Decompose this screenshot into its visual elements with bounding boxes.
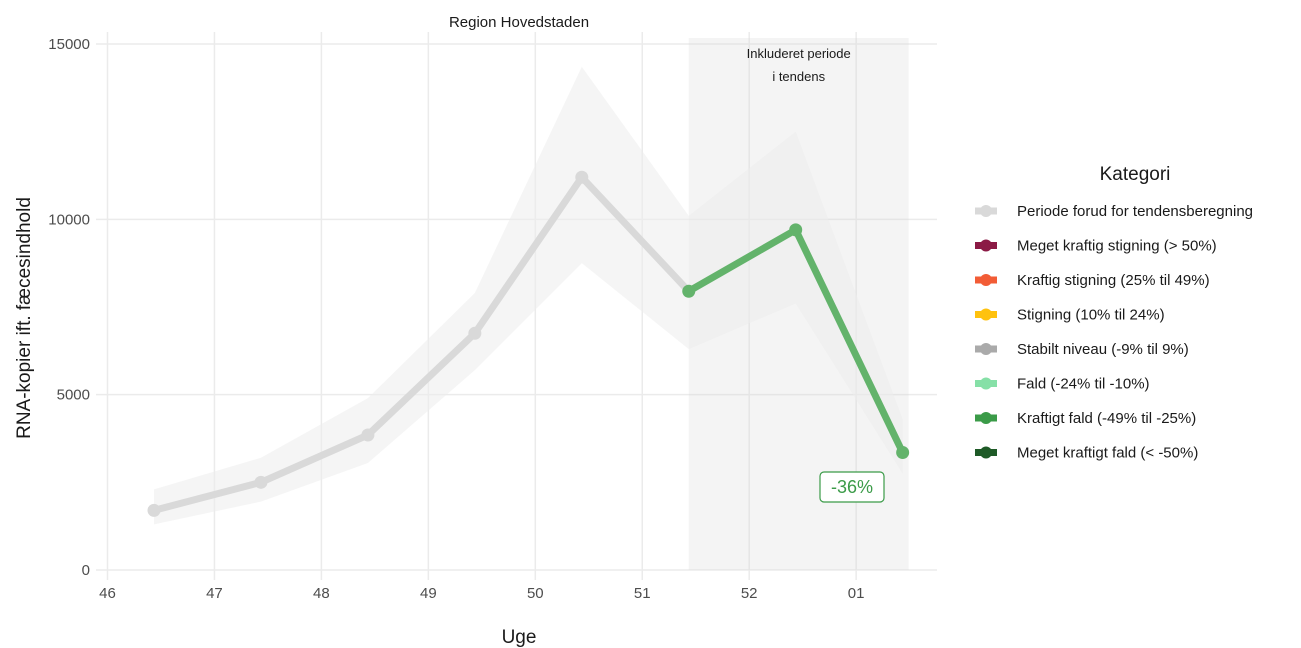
trend-badge: -36% [819,471,885,503]
confidence-ribbon [154,66,903,525]
legend-item: Stabilt niveau (-9% til 9%) [975,341,1189,358]
x-tick-label: 50 [527,585,544,602]
x-axis-title: Uge [502,627,537,648]
legend-key-point [980,274,992,286]
x-tick-label: 47 [206,585,223,602]
legend-item: Fald (-24% til -10%) [975,376,1150,393]
data-points [147,170,910,517]
x-tick-label: 52 [741,585,758,602]
trend-badge-box [819,471,885,503]
chart-title: Region Hovedstaden [449,14,589,31]
x-axis-ticks: 46 47 48 49 50 51 52 01 [99,585,864,602]
data-point [575,170,589,184]
legend-item: Meget kraftig stigning (> 50%) [975,238,1217,255]
legend-label: Kraftig stigning (25% til 49%) [1017,272,1210,289]
series-line [150,173,693,514]
data-point [147,503,161,517]
legend-item: Periode forud for tendensberegning [975,203,1253,220]
y-axis-ticks: 0 5000 10000 15000 [48,36,90,579]
legend-label: Periode forud for tendensberegning [1017,203,1253,220]
x-tick-label: 01 [848,585,865,602]
legend-label: Meget kraftig stigning (> 50%) [1017,238,1217,255]
x-tick-label: 48 [313,585,330,602]
legend-label: Stigning (10% til 24%) [1017,307,1165,324]
legend-item: Kraftig stigning (25% til 49%) [975,272,1210,289]
data-point [468,326,482,340]
data-point [896,446,910,460]
data-point [682,284,696,298]
data-point [254,475,268,489]
legend-item: Meget kraftigt fald (< -50%) [975,445,1198,462]
legend-key-point [980,205,992,217]
legend-label: Stabilt niveau (-9% til 9%) [1017,341,1189,358]
legend-label: Meget kraftigt fald (< -50%) [1017,445,1198,462]
highlight-period-label: Inkluderet periode i tendens [747,46,851,84]
legend-item: Stigning (10% til 24%) [975,307,1165,324]
confidence-ribbon-area [154,66,903,525]
x-tick-label: 51 [634,585,651,602]
x-tick-label: 46 [99,585,116,602]
data-point [361,428,375,442]
y-axis-title: RNA-kopier ift. fæcesindhold [14,197,35,439]
legend-key-point [980,412,992,424]
legend-key-point [980,446,992,459]
legend-key-point [980,377,992,390]
legend: Kategori Periode forud for tendensberegni… [975,164,1253,462]
data-point [789,223,803,237]
y-tick-label: 5000 [57,387,90,404]
legend-item: Kraftigt fald (-49% til -25%) [975,410,1196,427]
legend-key-point [980,308,992,321]
y-tick-label: 0 [82,562,90,579]
legend-key-point [980,239,992,252]
y-tick-label: 15000 [48,36,90,53]
legend-key-point [980,343,992,355]
legend-label: Kraftigt fald (-49% til -25%) [1017,410,1196,427]
legend-label: Fald (-24% til -10%) [1017,376,1150,393]
legend-title: Kategori [1100,164,1171,185]
trend-badge-label: -36% [831,477,873,497]
y-tick-label: 10000 [48,211,90,228]
x-tick-label: 49 [420,585,437,602]
